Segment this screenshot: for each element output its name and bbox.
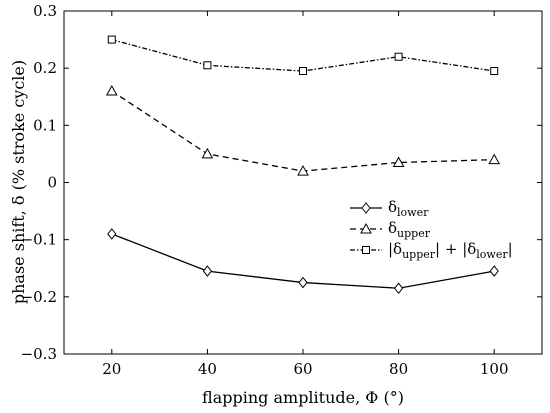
legend-entry-upper: δupper bbox=[388, 219, 431, 240]
x-tick-label: 100 bbox=[480, 360, 509, 378]
y-tick-label: −0.2 bbox=[21, 288, 57, 306]
y-tick-label: 0.1 bbox=[33, 116, 57, 134]
legend-entry-lower: δlower bbox=[388, 198, 429, 219]
data-point bbox=[107, 228, 117, 240]
legend-icons bbox=[350, 202, 382, 254]
y-tick-label: −0.1 bbox=[21, 231, 57, 249]
y-tick-label: 0 bbox=[47, 174, 57, 192]
data-point bbox=[107, 35, 116, 44]
series-line bbox=[111, 90, 495, 172]
series-layer bbox=[105, 35, 501, 295]
tick-layer: 0.3 0.2 0.1 0 −0.1 −0.2 −0.3 20 40 60 80 100 bbox=[21, 2, 542, 378]
y-axis-label: phase shift, δ (% stroke cycle) bbox=[9, 60, 28, 304]
data-point bbox=[297, 165, 309, 176]
legend-marker bbox=[362, 246, 370, 254]
data-point bbox=[392, 156, 405, 167]
x-axis-label: flapping amplitude, Φ (°) bbox=[202, 388, 404, 407]
x-tick-label: 20 bbox=[102, 360, 121, 378]
data-point bbox=[202, 265, 213, 277]
data-point bbox=[489, 265, 499, 277]
series-line bbox=[111, 38, 495, 72]
y-tick-label: −0.3 bbox=[21, 345, 57, 363]
data-point bbox=[488, 153, 501, 165]
x-tick-label: 60 bbox=[293, 360, 312, 378]
series-square bbox=[107, 35, 499, 76]
data-point bbox=[393, 282, 404, 295]
data-point bbox=[105, 85, 118, 96]
y-tick-label: 0.2 bbox=[33, 59, 57, 77]
data-point bbox=[490, 67, 499, 76]
data-point bbox=[394, 52, 403, 61]
legend-entry-sum: |δupper| + |δlower| bbox=[388, 240, 513, 261]
plot-frame bbox=[63, 10, 543, 355]
data-point bbox=[299, 67, 307, 76]
y-tick-label: 0.3 bbox=[33, 2, 57, 20]
x-tick-label: 40 bbox=[198, 360, 217, 378]
x-tick-label: 80 bbox=[389, 360, 408, 378]
legend: δlower δupper |δupper| + |δlower| bbox=[350, 198, 513, 261]
series-diamond bbox=[107, 228, 499, 295]
data-point bbox=[201, 147, 214, 159]
legend-marker bbox=[360, 222, 372, 234]
series-triangle bbox=[105, 85, 501, 176]
data-point bbox=[203, 61, 212, 70]
legend-marker bbox=[361, 202, 371, 214]
data-point bbox=[298, 276, 308, 289]
